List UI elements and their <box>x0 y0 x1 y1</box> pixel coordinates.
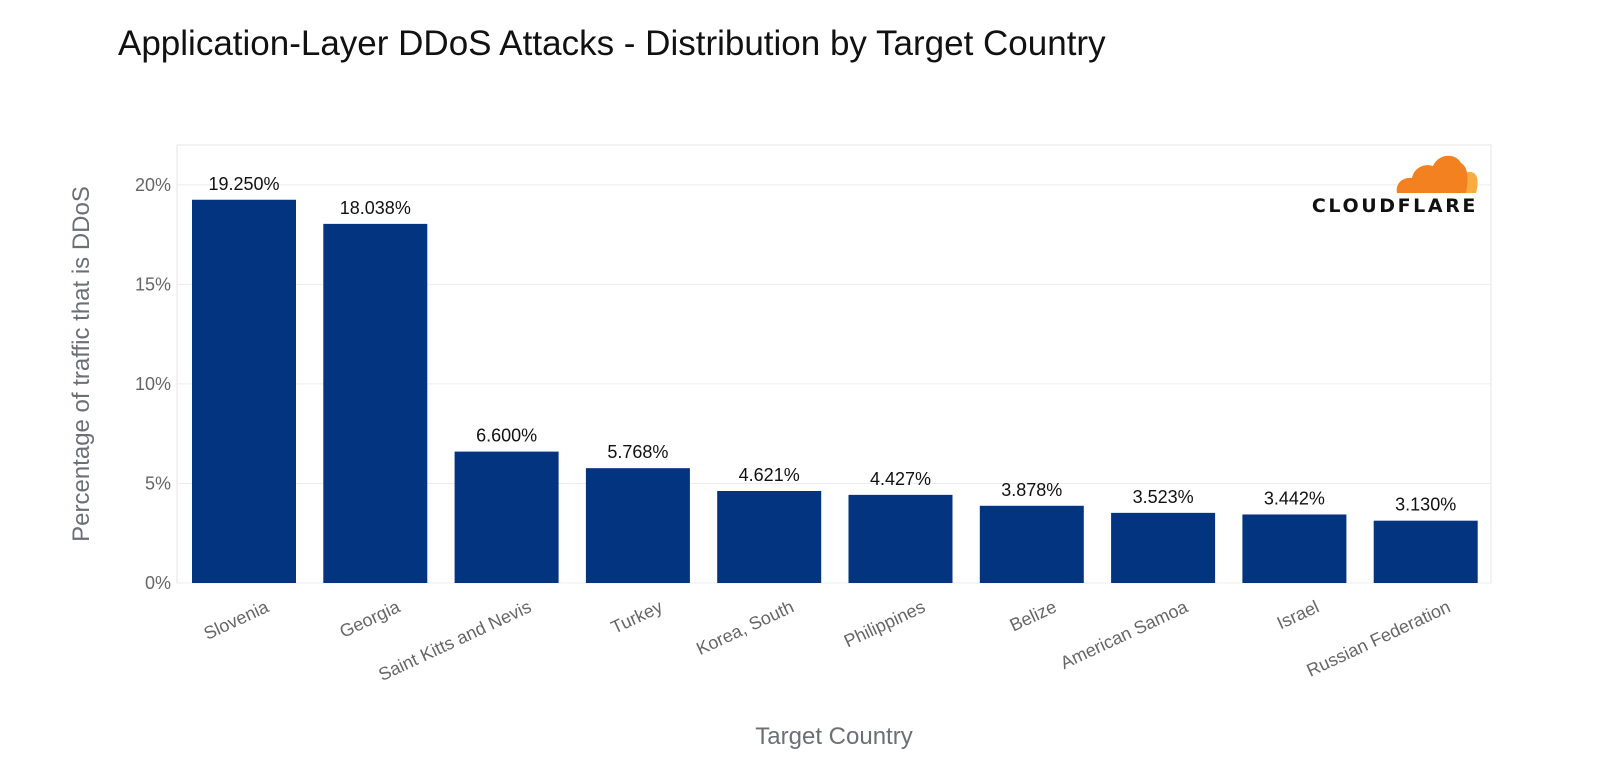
cloudflare-logo: CLOUDFLARE <box>1312 155 1478 217</box>
x-tick-label: Philippines <box>841 596 928 651</box>
bar <box>585 468 690 583</box>
data-label: 3.442% <box>1264 488 1325 508</box>
x-tick-label: Belize <box>1007 596 1060 635</box>
y-axis-ticks: 0% 5% 10% 15% 20% <box>135 175 171 593</box>
bar <box>1111 512 1216 583</box>
y-tick-label: 20% <box>135 175 171 195</box>
x-tick-label: Korea, South <box>693 596 797 659</box>
data-label: 3.130% <box>1395 495 1456 515</box>
cloud-icon <box>1396 155 1478 193</box>
bar <box>454 451 559 583</box>
bar <box>848 494 953 583</box>
data-label: 4.427% <box>870 469 931 489</box>
logo-wordmark: CLOUDFLARE <box>1312 195 1478 217</box>
data-label: 4.621% <box>739 465 800 485</box>
bar <box>979 505 1084 583</box>
bars <box>192 199 1478 583</box>
data-label: 19.250% <box>208 174 279 194</box>
bar <box>192 199 296 583</box>
data-label: 3.523% <box>1133 487 1194 507</box>
x-tick-label: Georgia <box>336 596 403 642</box>
y-tick-label: 10% <box>135 374 171 394</box>
y-axis-title: Percentage of traffic that is DDoS <box>68 186 95 542</box>
x-tick-label: Israel <box>1274 596 1322 633</box>
data-label: 6.600% <box>476 426 537 446</box>
y-tick-label: 15% <box>135 274 171 294</box>
x-tick-label: American Samoa <box>1057 596 1191 673</box>
y-tick-label: 5% <box>145 473 171 493</box>
x-axis-title: Target Country <box>755 723 912 750</box>
data-labels: 19.250% 18.038% 6.600% 5.768% 4.621% 4.427% 3.… <box>208 174 1456 515</box>
chart-title: Application-Layer DDoS Attacks - Distrib… <box>118 24 1106 63</box>
data-label: 5.768% <box>607 442 668 462</box>
data-label: 3.878% <box>1001 480 1062 500</box>
data-label: 18.038% <box>340 198 411 218</box>
y-tick-label: 0% <box>145 573 171 593</box>
bar <box>717 491 822 583</box>
x-tick-label: Turkey <box>608 596 666 637</box>
x-tick-label: Slovenia <box>201 596 273 644</box>
bar <box>1242 514 1347 583</box>
bar <box>1373 520 1478 583</box>
bar <box>323 223 428 583</box>
x-tick-label: Russian Federation <box>1303 596 1453 680</box>
